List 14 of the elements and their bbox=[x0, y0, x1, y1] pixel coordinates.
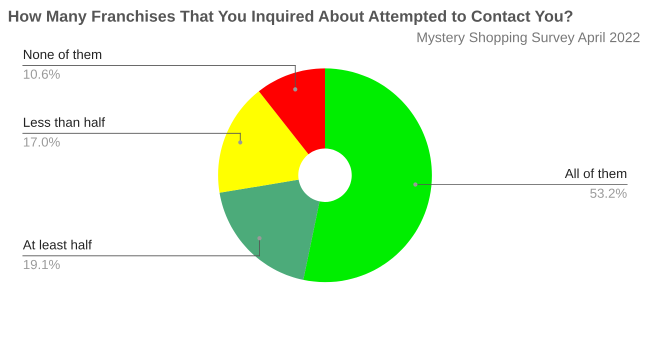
donut-slice bbox=[303, 68, 432, 282]
chart-subtitle: Mystery Shopping Survey April 2022 bbox=[418, 32, 640, 45]
data-label: 19.1% bbox=[24, 260, 60, 270]
data-label: 17.0% bbox=[24, 137, 60, 147]
chart-title: How Many Franchises That You Inquired About Attempted to Contact You? bbox=[8, 10, 572, 25]
slice-label: At least half bbox=[22, 240, 92, 250]
slice-label: Less than half bbox=[24, 117, 106, 127]
data-label: 53.2% bbox=[590, 188, 627, 198]
donut-slice bbox=[220, 180, 320, 280]
slice-label: None of them bbox=[24, 49, 102, 60]
data-label: 10.6% bbox=[24, 69, 60, 79]
slice-label: All of them bbox=[564, 168, 626, 178]
donut-slice bbox=[258, 68, 325, 154]
donut-slice bbox=[218, 91, 308, 193]
